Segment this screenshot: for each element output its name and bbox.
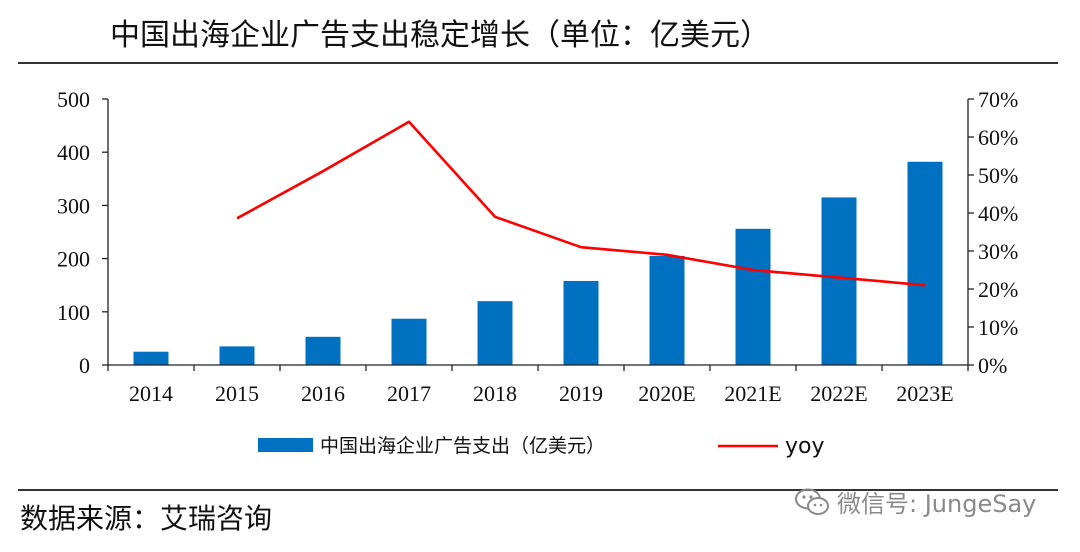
bar-2022E	[821, 197, 857, 365]
left-tick-label: 500	[57, 87, 90, 112]
x-tick-label: 2018	[473, 381, 517, 406]
x-tick-label: 2023E	[896, 381, 953, 406]
x-tick-label: 2016	[301, 381, 345, 406]
bar-series	[133, 161, 943, 365]
axes: 0 100 200 300 400 500 0% 10% 20% 30% 40% 50% 60% 70% 2…	[57, 87, 1018, 406]
wechat-watermark: 微信号: JungeSay	[795, 484, 1036, 519]
right-tick-label: 10%	[978, 315, 1018, 340]
left-tick-label: 200	[57, 247, 90, 272]
bar-2018	[477, 301, 513, 365]
chart-title: 中国出海企业广告支出稳定增长（单位：亿美元）	[110, 18, 770, 53]
bar-2020E	[649, 255, 685, 365]
bar-2019	[563, 280, 599, 365]
x-tick-label: 2017	[387, 381, 431, 406]
watermark-text: 微信号: JungeSay	[837, 490, 1037, 518]
yoy-line-series	[236, 120, 926, 287]
top-divider	[18, 62, 1058, 64]
data-source-note: 数据来源：艾瑞咨询	[20, 502, 273, 535]
right-tick-label: 20%	[978, 277, 1018, 302]
legend-line-label: yoy	[785, 434, 825, 459]
legend-bar-label: 中国出海企业广告支出（亿美元）	[320, 435, 605, 457]
right-tick-label: 60%	[978, 125, 1018, 150]
right-tick-label: 50%	[978, 163, 1018, 188]
x-tick-label: 2015	[215, 381, 259, 406]
x-tick-label: 2014	[129, 381, 173, 406]
bottom-divider	[18, 489, 1058, 491]
x-tick-label: 2022E	[810, 381, 867, 406]
legend: 中国出海企业广告支出（亿美元） yoy	[258, 434, 825, 459]
x-tick-label: 2020E	[638, 381, 695, 406]
left-tick-label: 400	[57, 140, 90, 165]
bar-2015	[219, 346, 255, 365]
left-tick-label: 100	[57, 300, 90, 325]
bar-2021E	[735, 228, 771, 365]
legend-bar-swatch	[258, 438, 313, 452]
x-tick-label: 2019	[559, 381, 603, 406]
bar-2023E	[907, 161, 943, 365]
x-tick-label: 2021E	[724, 381, 781, 406]
right-tick-label: 70%	[978, 87, 1018, 112]
right-tick-label: 40%	[978, 201, 1018, 226]
wechat-icon	[795, 488, 829, 515]
bar-2017	[391, 318, 427, 365]
left-tick-label: 300	[57, 193, 90, 218]
bar-2016	[305, 336, 341, 365]
right-tick-label: 30%	[978, 239, 1018, 264]
left-tick-label: 0	[79, 353, 90, 378]
right-tick-label: 0%	[978, 353, 1007, 378]
bar-2014	[133, 351, 169, 365]
